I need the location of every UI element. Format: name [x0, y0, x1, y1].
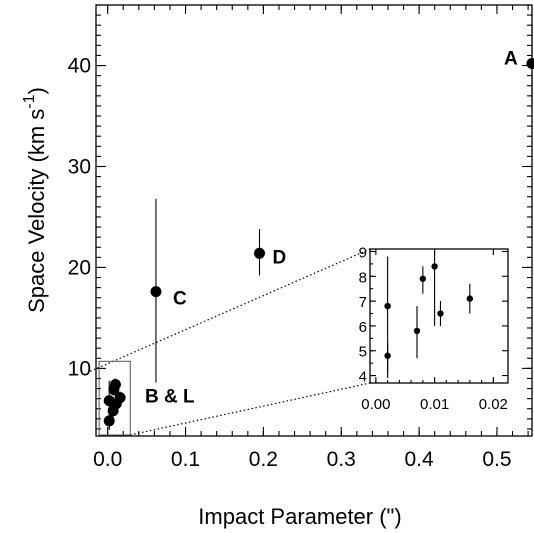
inset-data-point: [437, 310, 444, 317]
main-data-marks: [98, 23, 534, 436]
x-axis-label: Impact Parameter ("): [198, 504, 401, 529]
y-tick-label: 30: [68, 155, 91, 178]
x-tick-label: 0.5: [482, 448, 511, 471]
x-tick-label: 0.3: [327, 448, 356, 471]
point-labels: A D C B & L: [145, 49, 518, 408]
inset-x-tick-label: 0.01: [420, 396, 449, 413]
inset-y-tick-label: 5: [359, 344, 367, 361]
y-axis-label: Space Velocity (km s-1): [21, 87, 49, 313]
data-point: [109, 379, 121, 391]
inset-y-tick-label: 6: [359, 319, 367, 336]
zoom-guide-line-upper: [90, 248, 371, 372]
data-point: [526, 58, 534, 70]
inset-x-tick-label: 0.02: [479, 396, 508, 413]
y-axis-label-superscript: -1: [21, 94, 38, 108]
inset-data-point: [384, 302, 391, 310]
inset-data-point: [431, 263, 438, 270]
x-tick-label: 0.4: [405, 448, 435, 471]
point-label-d: D: [273, 247, 287, 268]
y-axis-label-text: Space Velocity (km s: [24, 109, 49, 313]
point-label-a: A: [504, 49, 518, 70]
zoom-region-box: [98, 360, 131, 436]
point-label-c: C: [173, 289, 187, 310]
inset-y-tick-label: 8: [359, 269, 367, 286]
data-point: [114, 392, 126, 404]
zoom-guide-line-lower: [130, 382, 371, 436]
zoom-guide-lines: [90, 248, 371, 436]
y-axis-label-close: ): [24, 87, 49, 94]
x-tick-label: 0.0: [93, 448, 122, 471]
inset-data-point: [413, 327, 421, 335]
x-tick-label: 0.2: [249, 448, 278, 471]
inset-y-tick-label: 4: [359, 369, 367, 386]
inset-x-tick-label: 0.00: [361, 396, 390, 413]
inset-frame: [369, 248, 509, 384]
point-label-b-and-l: B & L: [145, 387, 195, 408]
y-tick-label: 20: [68, 256, 91, 279]
inset-data-point: [466, 295, 474, 302]
inset-data-point: [419, 275, 427, 282]
inset-y-tick-label: 9: [359, 244, 367, 261]
x-tick-label: 0.1: [171, 448, 200, 471]
y-tick-label: 10: [68, 357, 91, 380]
inset-plot: 0.00 0.01 0.02 4 5 6 7 8 9: [359, 244, 509, 413]
data-point: [150, 286, 162, 298]
main-axis-ticks: [95, 4, 533, 437]
main-plot-frame: [95, 4, 533, 437]
main-axis-tick-labels: 0.0 0.1 0.2 0.3 0.4 0.5 10 20 30 40: [68, 55, 512, 471]
y-tick-label: 40: [68, 55, 91, 78]
inset-y-tick-label: 7: [359, 294, 367, 311]
data-point: [254, 247, 265, 259]
